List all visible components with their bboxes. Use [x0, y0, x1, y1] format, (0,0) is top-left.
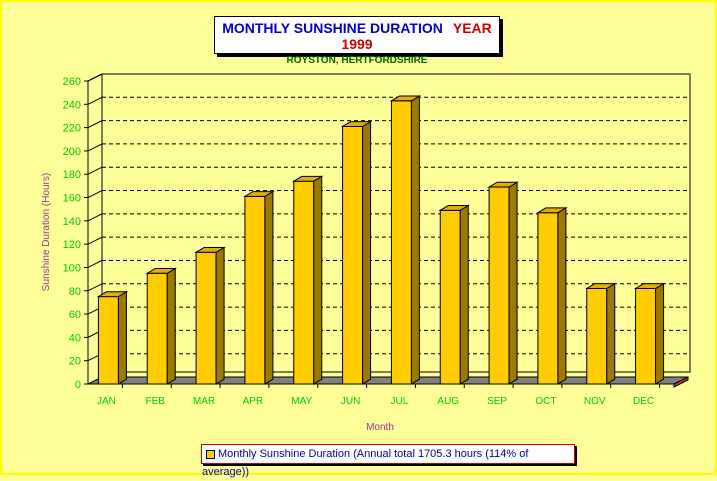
bar-group — [243, 190, 275, 385]
y-tick-label: 40 — [69, 332, 81, 344]
gridline-wall-segment — [87, 120, 103, 129]
bar — [342, 125, 364, 385]
y-tick-label: 200 — [63, 146, 81, 158]
y-axis-title: Sunshine Duration (Hours) — [41, 173, 52, 291]
bar-group — [145, 267, 178, 385]
y-tick-label: 180 — [63, 169, 81, 181]
bar — [293, 180, 315, 385]
bar-side — [410, 95, 420, 385]
y-tick-label: 220 — [63, 123, 81, 135]
bar-group — [340, 120, 373, 385]
bar-group — [389, 95, 422, 385]
bar — [586, 287, 608, 385]
chart-title-box: MONTHLY SUNSHINE DURATION YEAR 1999 ROYST… — [214, 16, 500, 66]
bar-side — [508, 181, 518, 385]
chart-title-year: YEAR 1999 — [341, 20, 492, 52]
gridline-wall-segment — [87, 73, 103, 82]
x-tick-label: DEC — [633, 396, 654, 407]
gridline-wall-segment — [87, 236, 103, 245]
gridline-wall-segment — [87, 190, 103, 198]
y-tick-label: 140 — [63, 216, 81, 228]
bar-group — [487, 181, 519, 385]
x-tick-label: JAN — [97, 396, 116, 407]
chart-subtitle: ROYSTON, HERTFORDSHIRE — [286, 55, 428, 66]
bar-side — [166, 267, 176, 385]
bar-side — [557, 207, 567, 385]
bar-top — [584, 283, 617, 289]
bar-group — [438, 204, 471, 385]
bar — [146, 272, 168, 385]
bar-group — [291, 175, 324, 385]
bar-side — [117, 290, 127, 385]
bar-group — [96, 290, 129, 385]
bar-top — [487, 181, 519, 188]
bar — [244, 195, 266, 385]
bar-top — [145, 267, 178, 274]
gridline-wall-segment — [87, 96, 103, 105]
gridline-wall-segment — [87, 283, 103, 292]
bar-side — [362, 120, 372, 385]
bar — [195, 251, 217, 385]
bar — [390, 100, 412, 385]
bar — [537, 212, 559, 385]
y-tick-label: 260 — [63, 76, 81, 88]
legend: Monthly Sunshine Duration (Annual total … — [201, 444, 575, 478]
bar-group — [584, 282, 617, 385]
bar-top — [243, 191, 275, 197]
x-tick-label: OCT — [535, 396, 556, 407]
bar-top — [438, 205, 471, 211]
y-tick-label: 160 — [63, 193, 81, 205]
x-tick-label: FEB — [146, 396, 166, 407]
y-tick-label: 20 — [69, 356, 81, 368]
bar-group — [194, 246, 226, 385]
bar-top — [291, 175, 324, 182]
bar — [97, 296, 119, 385]
x-axis-title: Month — [366, 422, 394, 433]
y-tick-label: 120 — [63, 239, 81, 251]
legend-swatch — [206, 449, 215, 459]
bar-side — [264, 190, 274, 385]
y-tick-label: 100 — [63, 262, 81, 274]
x-tick-label: JUN — [341, 396, 360, 407]
x-tick-label: MAY — [291, 396, 312, 407]
y-tick-label: 240 — [63, 99, 81, 111]
gridline-wall-segment — [87, 213, 103, 222]
bar-side — [215, 246, 225, 385]
gridline-wall-segment — [87, 143, 103, 152]
bar-side — [655, 282, 665, 385]
bar-top — [194, 247, 226, 253]
y-tick-label: 60 — [69, 309, 81, 321]
bar-top — [633, 283, 666, 289]
x-tick-label: SEP — [487, 396, 507, 407]
bar — [439, 209, 461, 385]
bar — [635, 287, 657, 385]
bar-group — [536, 207, 568, 385]
x-tick-label: APR — [243, 396, 264, 407]
y-tick-label: 0 — [75, 379, 81, 391]
x-tick-label: JUL — [391, 396, 409, 407]
bar-top — [96, 291, 129, 298]
y-tick-label: 80 — [69, 286, 81, 298]
bar-side — [459, 204, 469, 385]
bar-group — [633, 282, 666, 385]
bar-top — [389, 95, 422, 102]
bar-chart: 0 20 40 60 80 100 120 140 160 180 200 220 240 260 JAN… — [41, 73, 691, 433]
bar-side — [313, 175, 323, 385]
x-tick-label: NOV — [584, 396, 606, 407]
floor-edge — [673, 376, 689, 388]
bar — [488, 186, 510, 385]
legend-label: Monthly Sunshine Duration (Annual total … — [202, 448, 529, 478]
bar-side — [606, 282, 616, 385]
x-tick-label: AUG — [437, 396, 459, 407]
bar-top — [340, 121, 373, 127]
x-tick-label: MAR — [193, 396, 215, 407]
bar-top — [536, 207, 568, 214]
gridline-wall-segment — [87, 260, 103, 268]
gridline-wall-segment — [87, 166, 103, 175]
chart-title: MONTHLY SUNSHINE DURATION — [222, 20, 443, 36]
